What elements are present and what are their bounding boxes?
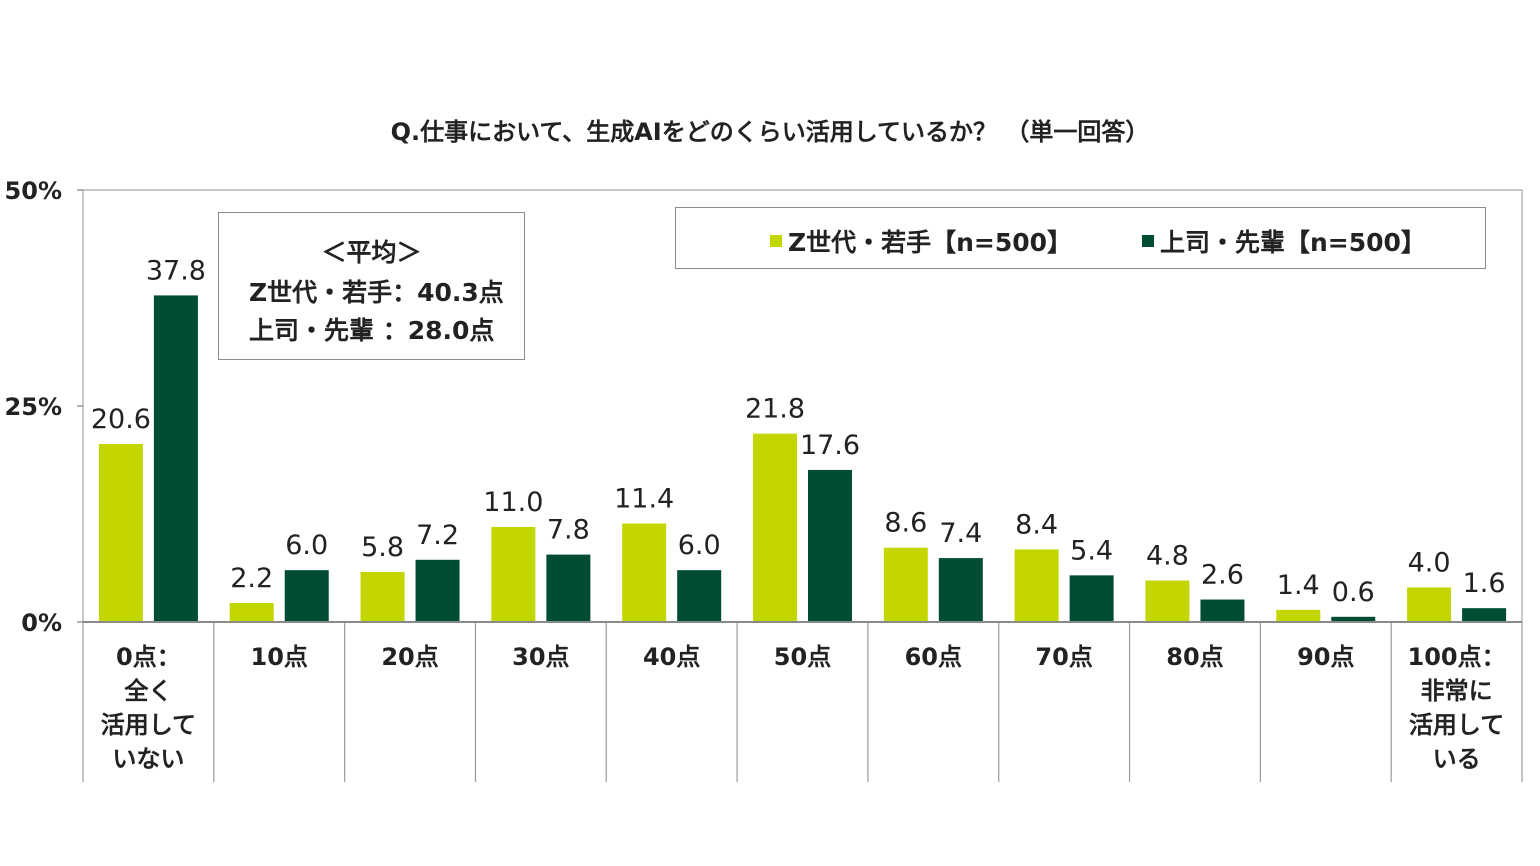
data-label-senior: 2.6 — [1201, 560, 1244, 591]
bar-young — [1407, 587, 1452, 622]
legend-label-senior: 上司・先輩【n=500】 — [1160, 228, 1426, 257]
category-label: 20点 — [381, 643, 438, 671]
category-label: 非常に — [1421, 677, 1493, 705]
category-label: 0点： — [116, 643, 181, 671]
category-label: 全く — [123, 677, 172, 705]
legend-item-senior: 上司・先輩【n=500】 — [1142, 223, 1426, 259]
bar-young — [491, 526, 536, 622]
bar-senior — [415, 559, 460, 622]
data-label-young: 4.0 — [1408, 547, 1451, 578]
bar-young — [98, 444, 143, 622]
bar-young — [360, 571, 405, 622]
category-label: 50点 — [774, 643, 831, 671]
bar-senior — [1069, 575, 1114, 622]
bar-young — [1014, 549, 1059, 622]
data-label-senior: 7.4 — [939, 518, 982, 549]
data-label-senior: 0.6 — [1332, 577, 1375, 608]
data-label-young: 21.8 — [745, 394, 805, 425]
y-tick-label: 0% — [21, 609, 62, 637]
category-label: 30点 — [512, 643, 569, 671]
bar-senior — [153, 295, 198, 622]
bar-young — [1145, 580, 1190, 622]
legend-label-young: Z世代・若手【n=500】 — [788, 228, 1073, 257]
y-tick-label: 50% — [5, 177, 62, 205]
legend-swatch-senior — [1142, 235, 1154, 247]
bar-senior — [546, 554, 591, 622]
average-young: Z世代・若手：40.3点 — [249, 278, 504, 307]
legend-item-young: Z世代・若手【n=500】 — [770, 223, 1072, 259]
category-label: 活用して — [101, 711, 196, 739]
category-label: 活用して — [1409, 711, 1504, 739]
legend-swatch-young — [770, 235, 782, 247]
bar-young — [883, 547, 928, 622]
bar-senior — [284, 570, 329, 622]
data-label-senior: 5.4 — [1070, 535, 1113, 566]
category-label: 40点 — [643, 643, 700, 671]
y-tick-label: 25% — [5, 393, 62, 421]
data-label-young: 11.4 — [614, 484, 674, 515]
category-label: 10点 — [251, 643, 308, 671]
bar-young — [229, 602, 274, 622]
average-box: ＜平均＞ Z世代・若手：40.3点 上司・先輩 ：28.0点 — [218, 212, 525, 360]
data-label-senior: 6.0 — [678, 530, 721, 561]
bar-senior — [808, 469, 852, 622]
data-label-young: 2.2 — [230, 563, 273, 594]
bar-young — [753, 433, 797, 622]
bar-senior — [1200, 599, 1245, 622]
category-label: 100点： — [1408, 643, 1506, 671]
data-label-young: 20.6 — [91, 404, 151, 435]
data-label-senior: 17.6 — [800, 430, 860, 461]
data-label-young: 5.8 — [361, 532, 404, 563]
category-label: いる — [1433, 745, 1481, 773]
data-label-young: 11.0 — [483, 487, 543, 518]
data-label-young: 4.8 — [1146, 541, 1189, 572]
category-label: 60点 — [905, 643, 962, 671]
category-label: 70点 — [1035, 643, 1092, 671]
data-label-senior: 7.8 — [547, 515, 590, 546]
average-senior: 上司・先輩 ：28.0点 — [249, 316, 495, 345]
category-label: 80点 — [1166, 643, 1223, 671]
data-label-young: 8.4 — [1015, 509, 1058, 540]
data-label-senior: 6.0 — [285, 530, 328, 561]
bar-senior — [677, 570, 722, 622]
data-label-senior: 37.8 — [146, 255, 206, 286]
bar-young — [1276, 609, 1321, 622]
data-label-young: 8.6 — [884, 508, 927, 539]
bar-young — [622, 523, 667, 622]
category-label: 90点 — [1297, 643, 1354, 671]
data-label-young: 1.4 — [1277, 570, 1320, 601]
bar-senior — [938, 558, 983, 622]
legend: Z世代・若手【n=500】 上司・先輩【n=500】 — [675, 207, 1486, 269]
category-label: いない — [112, 745, 184, 773]
data-label-senior: 7.2 — [416, 520, 459, 551]
data-label-senior: 1.6 — [1463, 568, 1506, 599]
bar-senior — [1462, 608, 1507, 622]
chart-title: Q.仕事において、生成AIをどのくらい活用しているか？ （単一回答） — [391, 118, 1150, 146]
bar-senior — [1331, 616, 1376, 622]
average-box-title: ＜平均＞ — [321, 238, 422, 267]
